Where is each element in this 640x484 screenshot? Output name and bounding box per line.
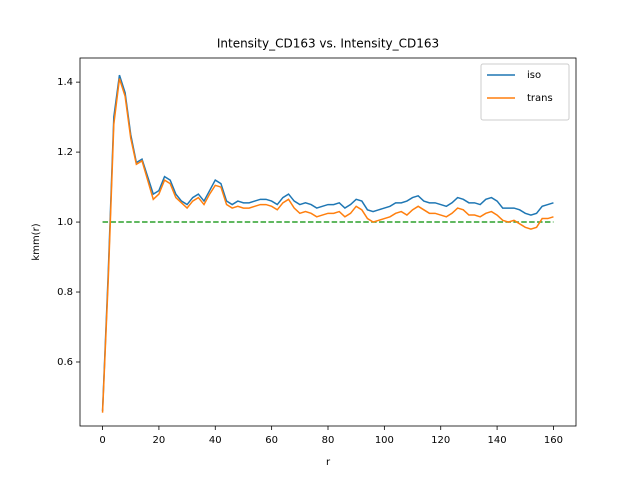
y-tick-label: 0.8 — [57, 287, 73, 298]
x-tick-label: 140 — [488, 435, 507, 446]
series-line — [101, 78, 554, 413]
y-tick-label: 1.2 — [57, 147, 73, 158]
series-line — [101, 74, 554, 411]
x-tick-label: 40 — [209, 435, 222, 446]
y-axis-label: kmm(r) — [31, 223, 42, 260]
x-tick-label: 60 — [265, 435, 278, 446]
axes-frame — [79, 57, 577, 427]
x-tick-label: 160 — [544, 435, 563, 446]
x-tick-label: 120 — [431, 435, 450, 446]
y-tick-label: 0.6 — [57, 357, 73, 368]
chart-title: Intensity_CD163 vs. Intensity_CD163 — [217, 37, 439, 51]
legend-label: trans — [527, 93, 553, 104]
legend-box — [480, 63, 570, 121]
y-tick-label: 1.0 — [57, 217, 73, 228]
y-tick-label: 1.4 — [57, 77, 73, 88]
legend-label: iso — [527, 70, 541, 81]
x-axis-label: r — [326, 457, 331, 468]
x-tick-label: 20 — [153, 435, 166, 446]
x-tick-label: 0 — [99, 435, 105, 446]
x-tick-label: 80 — [322, 435, 335, 446]
x-tick-label: 100 — [375, 435, 394, 446]
